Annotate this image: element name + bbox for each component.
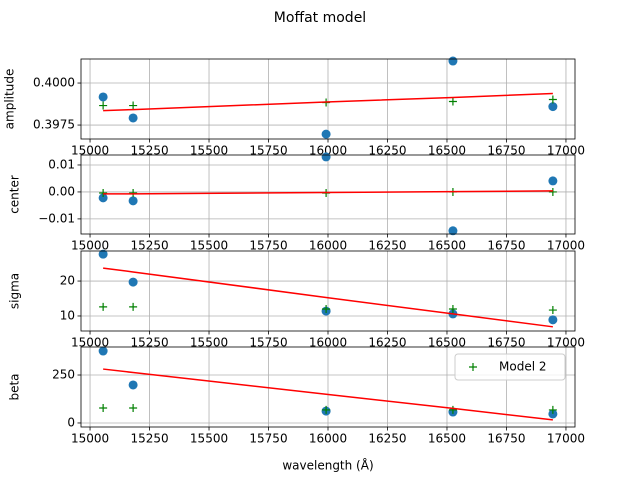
plus-marker (448, 97, 457, 106)
x-tick-label: 16500 (428, 144, 466, 158)
plus-marker (548, 405, 557, 414)
axes-frame (80, 58, 576, 140)
plus-marker (322, 304, 331, 313)
plus-marker (548, 187, 557, 196)
x-tick-label: 16750 (487, 239, 525, 253)
plus-marker (99, 189, 108, 198)
y-axis-label: amplitude (3, 69, 17, 130)
plus-marker (129, 189, 138, 198)
x-tick-label: 16500 (428, 432, 466, 446)
fit-line (103, 267, 553, 328)
axes-frame (80, 346, 576, 428)
x-tick-label: 15500 (190, 239, 228, 253)
plus-marker (548, 95, 557, 104)
x-tick-label: 16500 (428, 239, 466, 253)
x-tick-label: 17000 (547, 336, 585, 350)
data-point (98, 346, 108, 356)
x-tick-label: 15500 (190, 144, 228, 158)
data-point (128, 113, 138, 123)
data-point (548, 102, 558, 112)
x-tick-label: 16750 (487, 432, 525, 446)
x-axis-label: wavelength (Å) (282, 458, 373, 473)
fit-line (103, 92, 553, 112)
x-tick-label: 15750 (249, 432, 287, 446)
data-point (448, 226, 458, 236)
data-point (321, 129, 331, 139)
x-tick-label: 15000 (71, 144, 109, 158)
data-point (548, 409, 558, 419)
data-point (128, 196, 138, 206)
y-tick-label: 0.4000 (33, 76, 75, 90)
plus-marker (129, 101, 138, 110)
plus-marker (448, 304, 457, 313)
data-point (548, 315, 558, 325)
y-axis-label: beta (8, 373, 22, 400)
plus-marker (99, 101, 108, 110)
y-axis-label: sigma (8, 273, 22, 309)
x-tick-label: 16000 (309, 336, 347, 350)
x-tick-label: 16000 (309, 239, 347, 253)
x-tick-label: 15500 (190, 336, 228, 350)
x-tick-label: 15000 (71, 336, 109, 350)
y-tick-label: 0.3975 (33, 118, 75, 132)
x-tick-label: 16250 (368, 432, 406, 446)
plus-marker (448, 405, 457, 414)
legend-marker (469, 363, 477, 371)
x-tick-label: 17000 (547, 144, 585, 158)
x-tick-label: 16250 (368, 239, 406, 253)
plus-marker (322, 405, 331, 414)
x-tick-label: 16750 (487, 144, 525, 158)
x-tick-label: 15750 (249, 144, 287, 158)
data-point (98, 92, 108, 102)
x-tick-label: 16000 (309, 432, 347, 446)
x-tick-label: 16250 (368, 336, 406, 350)
x-tick-label: 15500 (190, 432, 228, 446)
y-axis-label: center (8, 175, 22, 214)
fit-line (103, 190, 553, 195)
plus-marker (129, 404, 138, 413)
data-point (98, 249, 108, 259)
x-tick-label: 17000 (547, 239, 585, 253)
fit-line (103, 368, 553, 421)
plus-marker (129, 302, 138, 311)
x-tick-label: 15250 (130, 144, 168, 158)
x-tick-label: 15750 (249, 239, 287, 253)
x-tick-label: 16500 (428, 336, 466, 350)
axes-frame (80, 250, 576, 332)
x-tick-label: 16000 (309, 144, 347, 158)
x-tick-label: 15000 (71, 239, 109, 253)
data-point (548, 176, 558, 186)
data-point (128, 380, 138, 390)
legend-label: Model 2 (499, 360, 546, 374)
data-point (448, 56, 458, 66)
data-point (321, 152, 331, 162)
y-tick-label: 10 (60, 308, 75, 322)
y-tick-label: 250 (52, 368, 75, 382)
x-tick-label: 15750 (249, 336, 287, 350)
plus-marker (548, 306, 557, 315)
x-tick-label: 16750 (487, 336, 525, 350)
y-tick-label: 0.00 (48, 184, 75, 198)
chart-title: Moffat model (274, 10, 366, 26)
data-point (98, 193, 108, 203)
data-point (128, 277, 138, 287)
y-tick-label: 0.01 (48, 157, 75, 171)
x-tick-label: 15000 (71, 432, 109, 446)
plus-marker (99, 302, 108, 311)
x-tick-label: 15250 (130, 239, 168, 253)
legend-box (454, 353, 566, 381)
y-tick-label: 20 (60, 274, 75, 288)
y-tick-label: −0.01 (38, 211, 75, 225)
axes-frame (80, 154, 576, 235)
x-tick-label: 15250 (130, 336, 168, 350)
x-tick-label: 17000 (547, 432, 585, 446)
x-tick-label: 15250 (130, 432, 168, 446)
plus-marker (99, 404, 108, 413)
y-tick-label: 0 (67, 415, 75, 429)
x-tick-label: 16250 (368, 144, 406, 158)
